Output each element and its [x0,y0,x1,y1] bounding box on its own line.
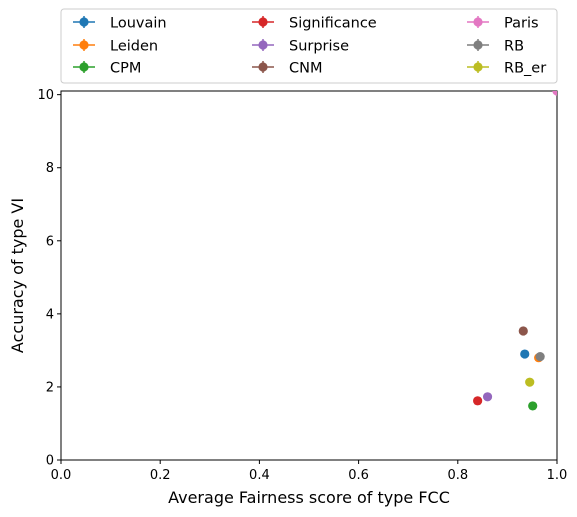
legend-item-cnm: CNM [252,61,322,77]
legend-label: Paris [504,16,539,32]
legend-label: CNM [289,61,322,77]
legend-label: RB [504,39,524,55]
legend-item-cpm: CPM [73,61,141,77]
data-point-paris [552,91,557,96]
x-tick-label: 0.0 [51,468,72,483]
legend-label: Significance [289,16,377,32]
x-tick-label: 0.6 [348,468,369,483]
legend-marker [473,40,483,50]
legend-marker [258,17,268,27]
y-axis: 0 2 4 6 8 10 [37,88,61,469]
data-point-significance [473,396,483,406]
legend: Louvain Leiden CPM Significance Surprise CNM P… [60,8,558,84]
x-axis: 0.0 0.2 0.4 0.6 0.8 1.0 [51,460,568,483]
legend-item-rb-er: RB_er [467,61,546,77]
plot-frame [60,90,558,461]
legend-marker [258,62,268,72]
legend-label: Louvain [110,16,167,32]
legend-item-significance: Significance [252,16,377,32]
legend-label: Surprise [289,39,349,55]
data-point-louvain [520,349,530,359]
legend-marker [79,17,89,27]
y-tick-label: 2 [46,380,54,395]
x-tick-label: 0.8 [447,468,468,483]
data-point-rb [535,352,545,362]
legend-marker [473,62,483,72]
legend-box [60,8,558,84]
data-point-rb-er [525,377,535,387]
data-points [473,91,557,411]
data-point-cnm [518,326,528,336]
legend-marker [79,62,89,72]
y-tick-label: 0 [46,454,54,469]
y-tick-label: 8 [46,161,54,176]
y-tick-label: 6 [46,234,54,249]
legend-marker [79,40,89,50]
legend-marker [473,17,483,27]
x-axis-title: Average Fairness score of type FCC [168,488,450,507]
y-axis-title: Accuracy of type VI [8,198,27,353]
legend-label: Leiden [110,39,158,55]
y-tick-label: 10 [37,88,54,103]
legend-label: RB_er [504,61,546,77]
legend-label: CPM [110,61,141,77]
legend-item-louvain: Louvain [73,16,167,32]
legend-marker [258,40,268,50]
plot-area [60,90,558,461]
data-point-surprise [482,392,493,402]
legend-item-leiden: Leiden [73,39,158,55]
legend-item-rb: RB [467,39,524,55]
x-tick-label: 0.4 [249,468,270,483]
x-tick-label: 1.0 [547,468,568,483]
y-tick-label: 4 [46,307,54,322]
x-tick-label: 0.2 [150,468,171,483]
legend-item-surprise: Surprise [252,39,349,55]
legend-item-paris: Paris [467,16,539,32]
data-point-cpm [528,401,538,411]
